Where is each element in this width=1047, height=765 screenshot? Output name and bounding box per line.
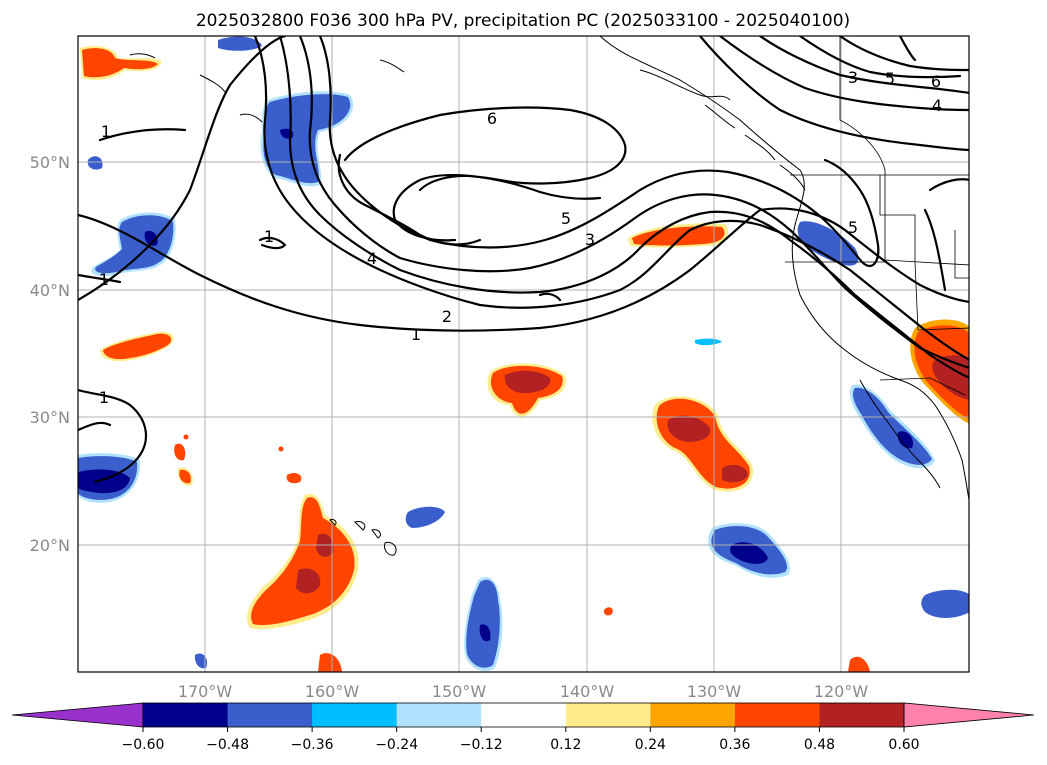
precip-negative-small [194,338,969,669]
pv-contour-1 [78,36,969,332]
precip-positive-central-north [628,223,729,248]
colorbar-cell [650,703,736,727]
lon-label: 150°W [432,682,487,701]
colorbar-cell [734,703,820,727]
lat-label: 50°N [30,153,70,172]
colorbar-extend-high [903,702,1035,728]
precip-positive-nw [80,46,162,80]
pv-contour-ne-5 [798,36,962,79]
lon-label: 160°W [305,682,360,701]
colorbar-tick-label: −0.60 [122,737,165,753]
contour-label: 1 [99,388,109,407]
map-background [78,36,969,672]
colorbar-tick-label: 0.36 [719,737,750,753]
contour-label: 6 [931,72,941,91]
pv-contour-2 [253,36,969,361]
pv-contour-small [538,292,562,302]
pv-contour-east-b [928,178,969,192]
pv-contour-6 [343,106,627,242]
contour-label: 5 [561,209,571,228]
colorbar-tick-label: −0.12 [460,737,503,753]
precip-positive-160w [247,494,359,630]
colorbar-cell [312,703,398,727]
colorbar-extend-low [11,702,144,728]
pv-contour-south [78,421,112,432]
pv-contour-east-c [923,208,947,292]
contour-label: 5 [848,218,858,237]
colorbar-tick-label: 0.12 [550,737,581,753]
colorbar-cell [396,703,482,727]
colorbar-tick-label: 0.48 [804,737,835,753]
colorbar-tick-label: −0.48 [206,737,249,753]
contour-label: 1 [411,325,421,344]
precip-negative-west [87,156,176,277]
pv-contour-1e [258,236,287,250]
colorbar-cell [819,703,905,727]
precip-negative-150w [464,576,503,672]
contour-label: 1 [101,122,111,141]
pv-contour-5 [318,36,880,268]
colorbar-frame [142,702,905,728]
pv-contour-1b [78,388,148,484]
coastlines [129,36,969,556]
lat-label: 20°N [30,536,70,555]
political-borders [785,36,969,396]
colorbar-tick-label: 0.24 [635,737,666,753]
contour-label: 4 [932,96,942,115]
contour-label: 1 [264,227,274,246]
lon-label: 140°W [560,682,615,701]
lon-label: 130°W [687,682,742,701]
colorbar-tick-label: −0.36 [291,737,334,753]
pv-contours [78,36,969,484]
colorbar-cell [565,703,651,727]
pv-contour-1d [78,273,122,284]
pv-contour-4 [298,36,969,369]
pv-contour-ne-4 [718,36,969,112]
precip-positive-170w [100,331,174,362]
contour-label: 3 [848,68,858,87]
latitude-labels: 50°N 40°N 30°N 20°N [30,153,70,555]
colorbar-ticks: −0.60 −0.48 −0.36 −0.24 −0.12 0.12 0.24 0.36 0.4… [122,727,920,753]
contour-label: 1 [99,270,109,289]
precip-negative-128w [708,523,790,578]
contour-label: 6 [487,109,497,128]
colorbar-cells [11,702,1035,728]
map-frame [77,35,970,673]
precip-negative-baja [850,384,935,469]
pv-contour-6b [337,153,482,246]
contour-label: 4 [367,249,377,268]
longitude-labels: 170°W 160°W 150°W 140°W 130°W 120°W [178,682,869,701]
contour-label: 2 [442,307,452,326]
precip-shading [78,36,969,672]
precip-positive-145w [487,363,566,417]
lon-label: 170°W [178,682,233,701]
lat-label: 40°N [30,281,70,300]
colorbar-tick-label: 0.60 [888,737,919,753]
pv-contour-east [898,36,917,62]
pv-contour-3 [278,36,969,379]
lon-label: 120°W [814,682,869,701]
precip-positive-133w [652,396,753,492]
contour-labels: 1 1 1 1 2 3 3 4 4 5 5 5 6 6 1 [99,68,942,407]
contour-label: 5 [885,69,895,88]
precip-negative-125w [797,221,859,266]
precip-positive-small [174,434,870,672]
pv-contour-ne-3 [758,36,969,94]
colorbar: −0.60 −0.48 −0.36 −0.24 −0.12 0.12 0.24 0.36 0.4… [11,702,1035,753]
figure-title: 2025032800 F036 300 hPa PV, precipitatio… [196,11,850,31]
pv-contour-ne-2 [698,36,969,152]
colorbar-cell [481,703,567,727]
contour-label: 3 [585,230,595,249]
colorbar-cell [143,703,229,727]
colorbar-cell [227,703,313,727]
map-area: 1 1 1 1 2 3 3 4 4 5 5 5 6 6 1 [78,36,969,672]
colorbar-tick-label: −0.24 [375,737,418,753]
lat-label: 30°N [30,408,70,427]
pv-contour-ne-6 [838,36,969,72]
pv-contour-1c [98,128,187,142]
precip-positive-west-coast [910,319,969,424]
